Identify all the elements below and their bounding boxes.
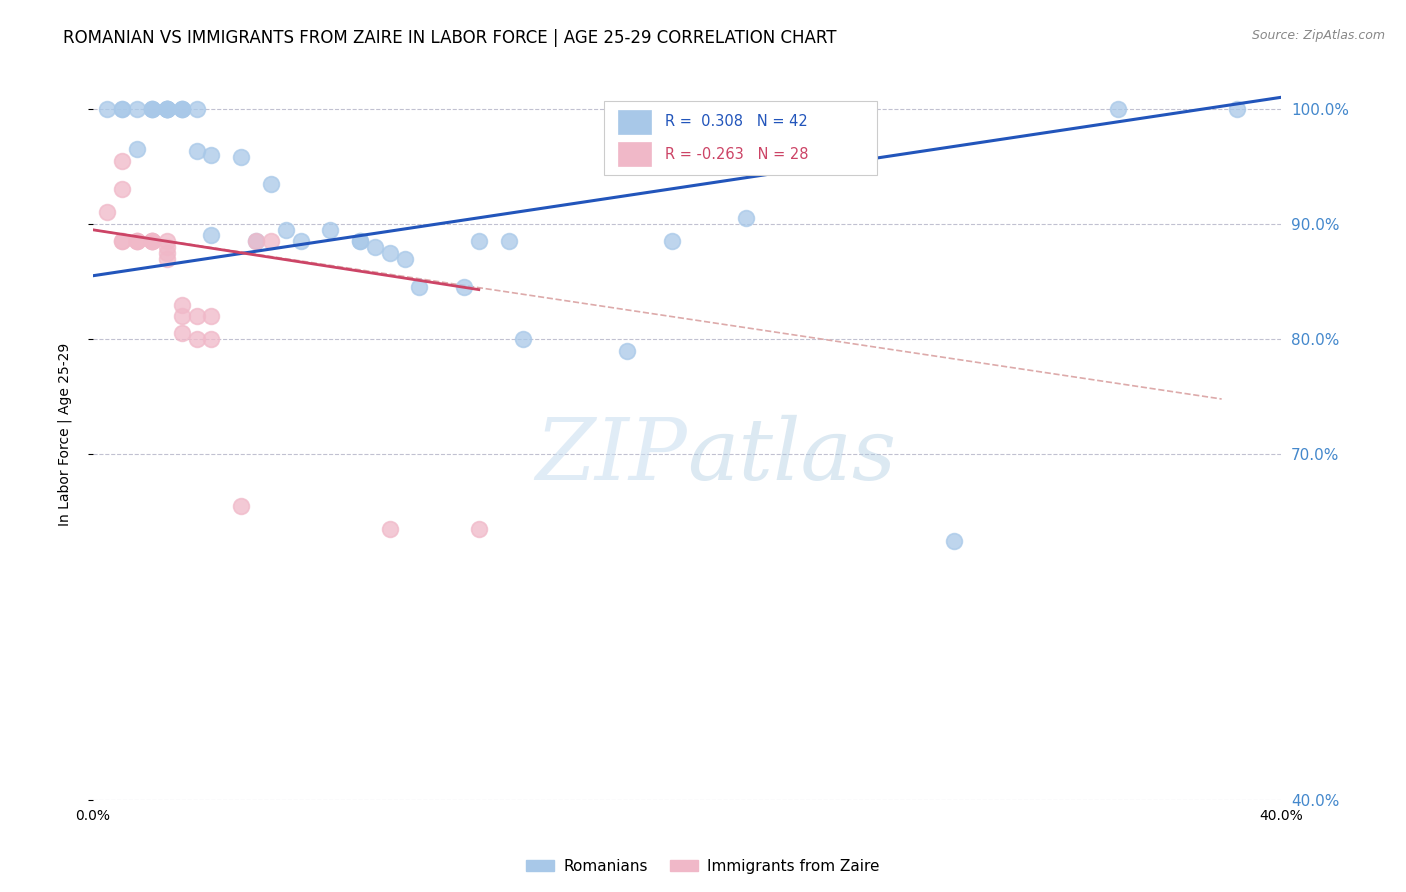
Point: [364, 240, 387, 254]
Point: [111, 182, 134, 196]
Point: [200, 228, 222, 243]
Text: ZIP: ZIP: [534, 415, 686, 498]
Point: [170, 309, 193, 323]
Point: [245, 234, 267, 248]
Y-axis label: In Labor Force | Age 25-29: In Labor Force | Age 25-29: [58, 343, 72, 525]
Point: [156, 102, 179, 116]
Point: [141, 234, 163, 248]
Point: [141, 234, 163, 248]
Point: [127, 142, 149, 156]
Point: [616, 343, 638, 358]
FancyBboxPatch shape: [603, 102, 877, 175]
Point: [498, 234, 520, 248]
Point: [1107, 102, 1129, 116]
Point: [260, 177, 283, 191]
Point: [943, 533, 966, 548]
Text: atlas: atlas: [686, 415, 896, 498]
Point: [111, 102, 134, 116]
Point: [111, 234, 134, 248]
Text: Source: ZipAtlas.com: Source: ZipAtlas.com: [1251, 29, 1385, 42]
Point: [141, 102, 163, 116]
Point: [141, 234, 163, 248]
Point: [260, 234, 283, 248]
Point: [127, 102, 149, 116]
Point: [735, 211, 758, 226]
Point: [156, 102, 179, 116]
Text: R = -0.263   N = 28: R = -0.263 N = 28: [665, 146, 808, 161]
Point: [111, 102, 134, 116]
FancyBboxPatch shape: [617, 111, 651, 134]
Point: [349, 234, 371, 248]
Point: [229, 499, 252, 513]
Text: R =  0.308   N = 42: R = 0.308 N = 42: [665, 114, 808, 129]
Point: [661, 234, 683, 248]
Point: [468, 522, 491, 536]
Point: [170, 326, 193, 341]
Point: [156, 102, 179, 116]
Point: [127, 234, 149, 248]
Point: [186, 309, 208, 323]
Point: [408, 280, 430, 294]
Point: [96, 205, 118, 219]
Point: [200, 332, 222, 346]
Point: [186, 102, 208, 116]
FancyBboxPatch shape: [617, 143, 651, 166]
Text: ROMANIAN VS IMMIGRANTS FROM ZAIRE IN LABOR FORCE | AGE 25-29 CORRELATION CHART: ROMANIAN VS IMMIGRANTS FROM ZAIRE IN LAB…: [63, 29, 837, 46]
Point: [200, 148, 222, 162]
Point: [127, 234, 149, 248]
Point: [1225, 102, 1247, 116]
Point: [290, 234, 312, 248]
Point: [170, 102, 193, 116]
Point: [156, 252, 179, 266]
Point: [170, 102, 193, 116]
Point: [245, 234, 267, 248]
Point: [96, 102, 118, 116]
Point: [156, 102, 179, 116]
Point: [394, 252, 416, 266]
Point: [127, 234, 149, 248]
Point: [186, 145, 208, 159]
Point: [319, 223, 342, 237]
Legend: Romanians, Immigrants from Zaire: Romanians, Immigrants from Zaire: [520, 853, 886, 880]
Point: [170, 297, 193, 311]
Point: [186, 332, 208, 346]
Point: [111, 153, 134, 168]
Point: [156, 240, 179, 254]
Point: [378, 522, 401, 536]
Point: [453, 280, 475, 294]
Point: [156, 234, 179, 248]
Point: [512, 332, 534, 346]
Point: [468, 234, 491, 248]
Point: [170, 102, 193, 116]
Point: [274, 223, 297, 237]
Point: [111, 234, 134, 248]
Point: [229, 150, 252, 164]
Point: [156, 245, 179, 260]
Point: [141, 234, 163, 248]
Point: [141, 102, 163, 116]
Point: [200, 309, 222, 323]
Point: [378, 245, 401, 260]
Point: [156, 102, 179, 116]
Point: [349, 234, 371, 248]
Point: [141, 102, 163, 116]
